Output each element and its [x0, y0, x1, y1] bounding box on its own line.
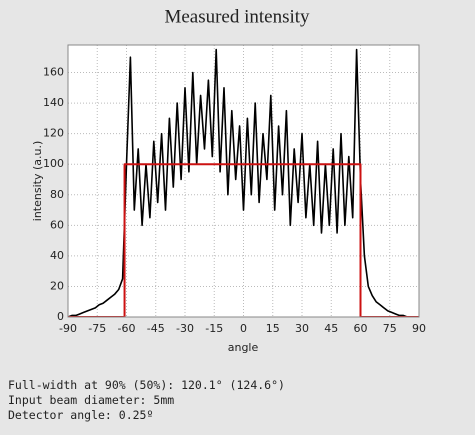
x-tick-label: 60: [354, 322, 368, 335]
y-tick-label: 160: [43, 66, 64, 79]
y-tick-label: 100: [43, 157, 64, 170]
x-tick-label: 0: [240, 322, 247, 335]
plot-lines: [68, 48, 419, 317]
x-axis-label: angle: [228, 341, 259, 354]
x-tick-label: -60: [118, 322, 136, 335]
x-tick-label: 90: [412, 322, 426, 335]
y-tick-label: 20: [50, 279, 64, 292]
y-tick-label: 80: [50, 188, 64, 201]
y-axis-label: intensity (a.u.): [31, 141, 44, 221]
x-tick-label: -30: [176, 322, 194, 335]
info-line: Detector angle: 0.25º: [8, 408, 154, 422]
y-tick-label: 0: [57, 310, 64, 323]
series-line: [68, 163, 419, 317]
y-tick-label: 120: [43, 127, 64, 140]
info-line: Input beam diameter: 5mm: [8, 393, 175, 407]
info-panel: Full-width at 90% (50%): 120.1° (124.6°)…: [8, 378, 285, 423]
plot-frame: [67, 44, 420, 318]
y-tick-label: 40: [50, 249, 64, 262]
x-tick-label: -75: [88, 322, 106, 335]
x-tick-label: -45: [147, 322, 165, 335]
info-line: Full-width at 90% (50%): 120.1° (124.6°): [8, 378, 285, 392]
x-tick-label: 45: [324, 322, 338, 335]
x-tick-label: 15: [266, 322, 280, 335]
x-tick-label: -15: [205, 322, 223, 335]
x-tick-label: 30: [295, 322, 309, 335]
y-tick-label: 60: [50, 218, 64, 231]
x-tick-label: -90: [59, 322, 77, 335]
y-tick-label: 140: [43, 96, 64, 109]
chart: Measured intensity angle intensity (a.u.…: [31, 6, 426, 354]
chart-title: Measured intensity: [164, 6, 310, 27]
x-tick-label: 75: [383, 322, 397, 335]
